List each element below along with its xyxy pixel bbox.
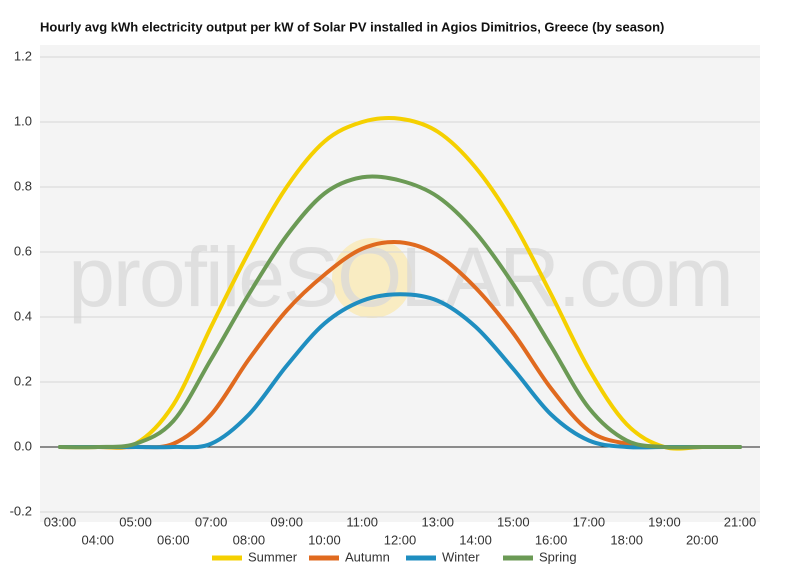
legend-label: Summer [248, 549, 298, 564]
x-tick-label: 05:00 [119, 514, 152, 529]
x-tick-label: 19:00 [648, 514, 681, 529]
x-tick-label: 03:00 [44, 514, 77, 529]
y-tick-label: 0.2 [14, 373, 32, 388]
legend-label: Winter [442, 549, 480, 564]
x-tick-label: 21:00 [724, 514, 757, 529]
y-tick-label: 0.6 [14, 243, 32, 258]
series-line [58, 292, 742, 450]
x-tick-label: 08:00 [233, 532, 266, 547]
x-tick-label: 07:00 [195, 514, 228, 529]
x-tick-label: 13:00 [422, 514, 455, 529]
watermark: profileSOLAR.com [68, 230, 732, 324]
chart-title: Hourly avg kWh electricity output per kW… [40, 19, 664, 34]
series-line [58, 239, 742, 450]
x-tick-label: 16:00 [535, 532, 568, 547]
x-tick-label: 15:00 [497, 514, 530, 529]
series-line [58, 174, 742, 450]
x-tick-label: 20:00 [686, 532, 719, 547]
x-tick-label: 09:00 [270, 514, 303, 529]
y-tick-label: 0.0 [14, 438, 32, 453]
x-tick-label: 06:00 [157, 532, 190, 547]
x-tick-label: 14:00 [459, 532, 492, 547]
x-tick-label: 10:00 [308, 532, 341, 547]
x-tick-label: 18:00 [610, 532, 643, 547]
y-tick-label: 1.0 [14, 113, 32, 128]
y-tick-label: 0.4 [14, 308, 32, 323]
legend-label: Autumn [345, 549, 390, 564]
legend-label: Spring [539, 549, 577, 564]
x-tick-label: 04:00 [82, 532, 115, 547]
y-tick-label: -0.2 [10, 503, 32, 518]
y-tick-label: 0.8 [14, 178, 32, 193]
y-tick-label: 1.2 [14, 48, 32, 63]
x-tick-label: 17:00 [573, 514, 606, 529]
series-line [58, 116, 742, 451]
watermark-sun [332, 238, 412, 318]
x-tick-label: 11:00 [346, 514, 378, 529]
x-tick-label: 12:00 [384, 532, 417, 547]
